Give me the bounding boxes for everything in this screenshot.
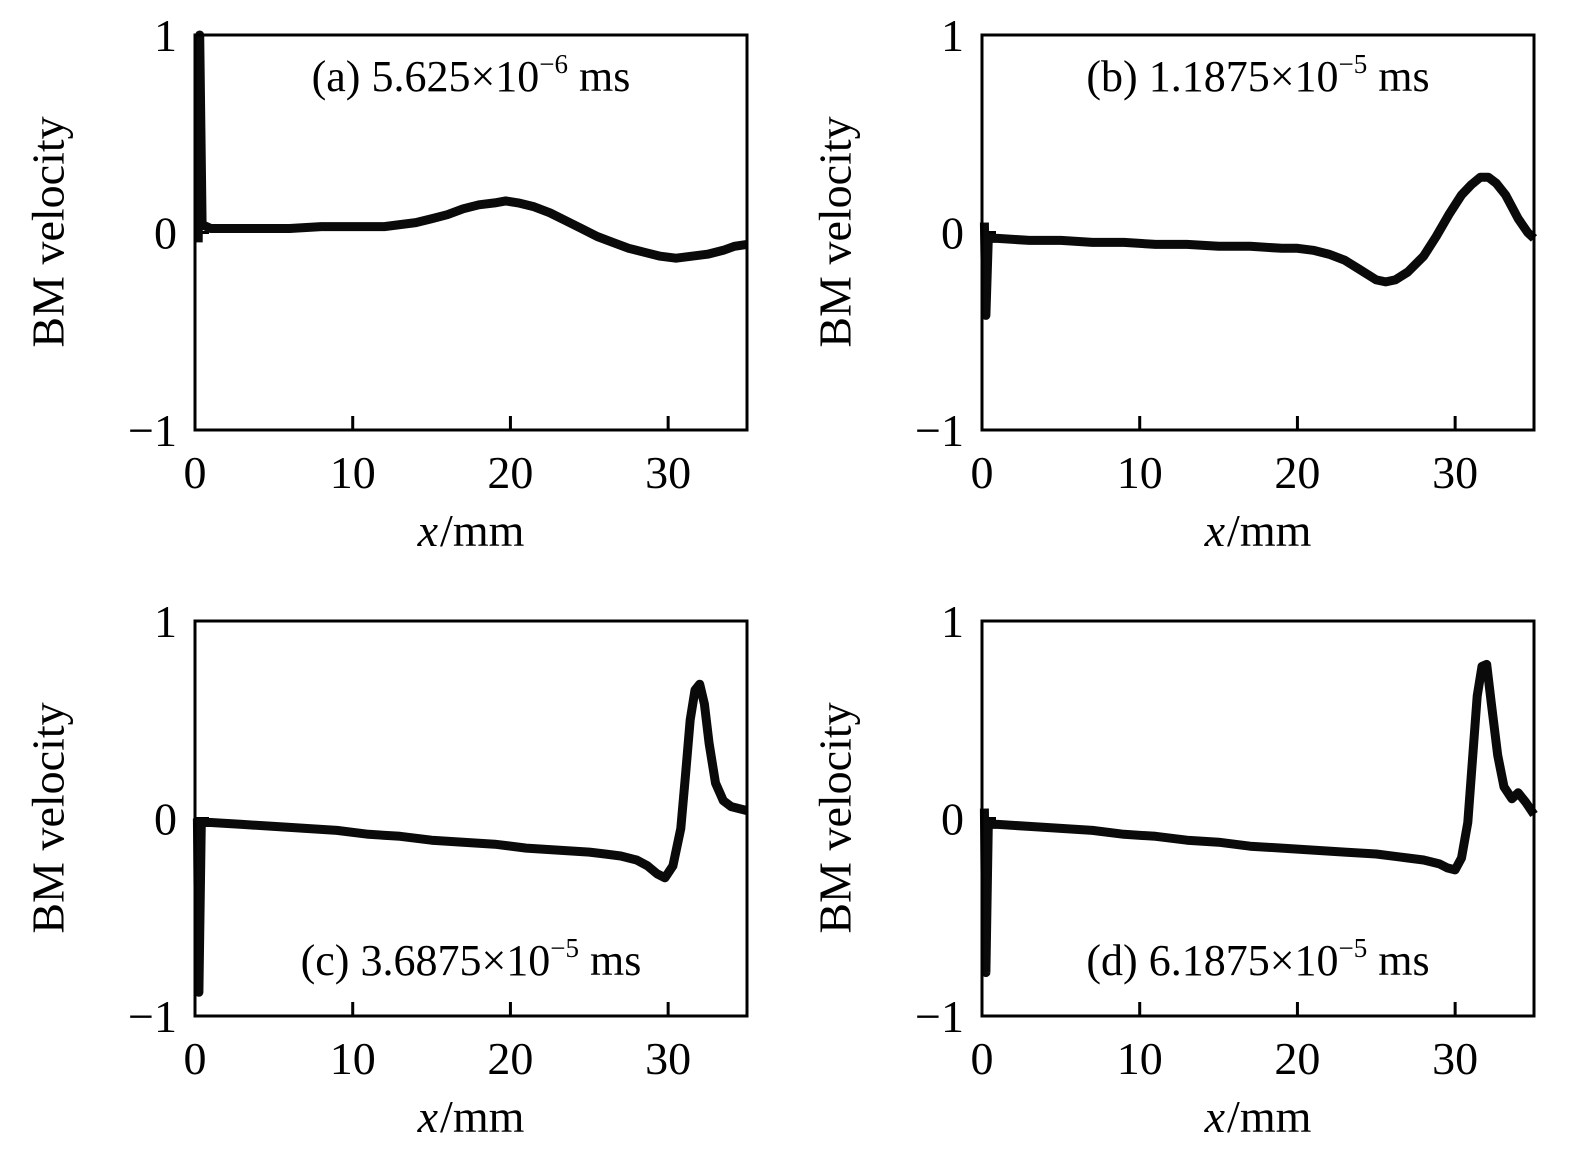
plot-frame	[980, 33, 1536, 432]
x-axis-variable: x	[1204, 505, 1226, 556]
x-tick-label: 20	[1274, 1033, 1320, 1084]
x-axis-title: x/mm	[1205, 504, 1312, 557]
plot-canvas-b: 0 10 20 30−101	[915, 10, 1538, 498]
panel-title-text: (d) 6.1875×10	[1086, 936, 1339, 985]
x-tick-label: 0	[184, 1033, 207, 1084]
panel-title-unit: ms	[1367, 936, 1430, 985]
x-tick-label: 20	[487, 447, 533, 498]
panel-title-a: (a) 5.625×10−6 ms	[195, 49, 747, 101]
x-tick-label: 30	[1432, 1033, 1478, 1084]
x-axis-unit: /mm	[1227, 1091, 1312, 1142]
x-tick-label: 10	[1117, 447, 1163, 498]
x-tick-label: 20	[1274, 447, 1320, 498]
panel-title-text: (a) 5.625×10	[311, 52, 540, 101]
panel-title-exponent: −5	[1338, 933, 1368, 963]
x-axis-title: x/mm	[418, 1090, 525, 1143]
plot-frame	[193, 33, 749, 432]
y-tick-label: −1	[128, 991, 177, 1042]
y-tick-label: −1	[915, 405, 964, 456]
x-axis-unit: /mm	[440, 1091, 525, 1142]
bm-velocity-curve	[979, 172, 1538, 320]
panel-title-unit: ms	[1367, 52, 1430, 101]
x-tick-label: 30	[645, 1033, 691, 1084]
y-tick-label: 1	[154, 10, 177, 61]
subplot-d: 0 10 20 30 −1 0 1 BM velocity (d) 6.1875×10−5 …	[787, 586, 1574, 1172]
panel-title-exponent: −6	[539, 49, 569, 79]
y-axis-title: BM velocity	[22, 116, 74, 348]
y-tick-label: 0	[941, 208, 964, 259]
subplot-a: 0 10 20 30 −1 0 1 BM velocity (a) 5.625×10−6 m…	[0, 0, 787, 586]
x-tick-label: 30	[645, 447, 691, 498]
x-axis-title: x/mm	[1205, 1090, 1312, 1143]
y-tick-label: 1	[941, 596, 964, 647]
plot-canvas-d: 0 10 20 30−101	[915, 596, 1538, 1084]
x-tick-label: 0	[971, 1033, 994, 1084]
subplot-c: 0 10 20 30 −1 0 1 BM velocity (c) 3.6875×10−5 …	[0, 586, 787, 1172]
subplot-b: 0 10 20 30 −1 0 1 BM velocity (b) 1.1875×10−5 …	[787, 0, 1574, 586]
plot-canvas-a: 0 10 20 30−101	[128, 10, 749, 498]
panel-title-c: (c) 3.6875×10−5 ms	[195, 933, 747, 985]
panel-title-exponent: −5	[550, 933, 580, 963]
panel-title-unit: ms	[568, 52, 631, 101]
y-axis-title: BM velocity	[809, 702, 861, 934]
y-axis-title: BM velocity	[22, 702, 74, 934]
x-axis-title: x/mm	[418, 504, 525, 557]
y-tick-label: −1	[915, 991, 964, 1042]
plot-frame	[193, 619, 749, 1018]
panel-title-text: (c) 3.6875×10	[300, 936, 551, 985]
y-axis-title: BM velocity	[809, 116, 861, 348]
x-tick-label: 30	[1432, 447, 1478, 498]
x-axis-variable: x	[1204, 1091, 1226, 1142]
x-tick-label: 0	[184, 447, 207, 498]
plot-canvas-c: 0 10 20 30−101	[128, 596, 749, 1084]
x-tick-label: 20	[487, 1033, 533, 1084]
panel-title-unit: ms	[579, 936, 642, 985]
y-tick-label: 0	[154, 208, 177, 259]
x-axis-variable: x	[417, 1091, 439, 1142]
panel-title-d: (d) 6.1875×10−5 ms	[982, 933, 1534, 985]
plot-frame	[980, 619, 1536, 1018]
x-axis-unit: /mm	[440, 505, 525, 556]
panel-title-exponent: −5	[1338, 49, 1368, 79]
bm-velocity-curve	[192, 679, 749, 997]
x-tick-label: 0	[971, 447, 994, 498]
x-tick-label: 10	[330, 1033, 376, 1084]
x-axis-unit: /mm	[1227, 505, 1312, 556]
panel-title-text: (b) 1.1875×10	[1086, 52, 1339, 101]
y-tick-label: 0	[154, 794, 177, 845]
bm-velocity-curve	[193, 30, 748, 263]
x-axis-variable: x	[417, 505, 439, 556]
panel-title-b: (b) 1.1875×10−5 ms	[982, 49, 1534, 101]
x-tick-label: 10	[330, 447, 376, 498]
y-tick-label: −1	[128, 405, 177, 456]
y-tick-label: 1	[941, 10, 964, 61]
y-tick-label: 0	[941, 794, 964, 845]
y-tick-label: 1	[154, 596, 177, 647]
bm-velocity-curve	[979, 659, 1538, 978]
x-tick-label: 10	[1117, 1033, 1163, 1084]
